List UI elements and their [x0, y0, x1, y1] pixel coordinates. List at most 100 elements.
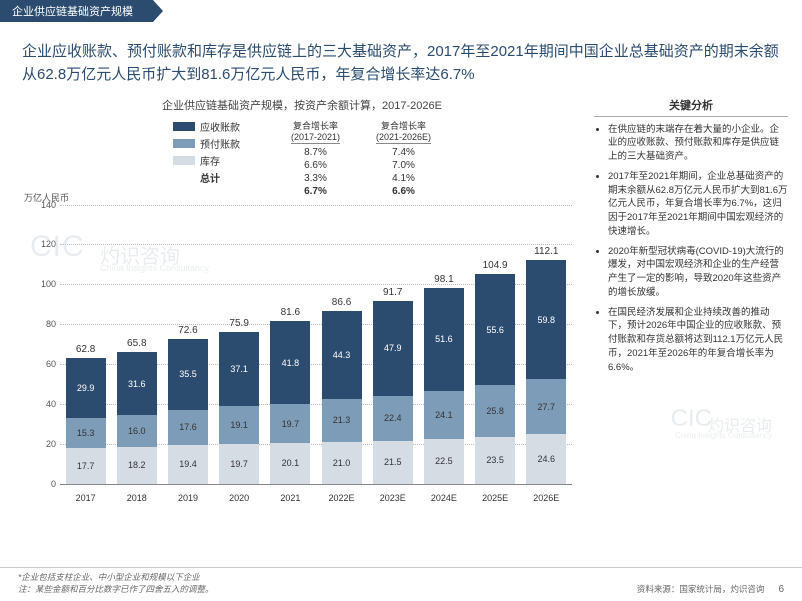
bar-total-label: 104.9 [475, 260, 515, 271]
bar-group: 21.021.344.386.6 [322, 311, 362, 484]
bar-segment-inventory: 24.6 [526, 434, 566, 483]
bar-segment-inventory: 19.7 [219, 444, 259, 483]
bar-segment-receivables: 47.9 [373, 301, 413, 396]
legend-label: 预付账款 [200, 136, 240, 151]
cagr-header: 复合增长率(2017-2021) [291, 119, 340, 144]
chart-title: 企业供应链基础资产规模，按资产余额计算，2017-2026E [22, 97, 582, 113]
x-tick-label: 2021 [270, 493, 310, 503]
analysis-bullet: 2020年新型冠状病毒(COVID-19)大流行的爆发，对中国宏观经济和企业的生… [608, 245, 788, 300]
cagr-col-1: 复合增长率(2017-2021) 8.7% 6.6% 3.3% 6.7% [291, 119, 340, 197]
bar-group: 17.715.329.962.8 [66, 358, 106, 483]
cagr-value: 8.7% [291, 147, 340, 158]
analysis-bullet: 2017年至2021年期间，企业总基础资产的期末余额从62.8万亿元人民币扩大到… [608, 170, 788, 239]
body-wrap: 企业供应链基础资产规模，按资产余额计算，2017-2026E 应收账款预付账款库… [0, 97, 802, 505]
bar-total-label: 65.8 [117, 338, 157, 349]
cagr-value: 4.1% [376, 173, 431, 184]
bar-group: 19.719.137.175.9 [219, 332, 259, 483]
y-tick-label: 40 [32, 399, 56, 409]
bar-segment-receivables: 51.6 [424, 288, 464, 391]
x-tick-label: 2019 [168, 493, 208, 503]
header-tab: 企业供应链基础资产规模 [0, 0, 153, 22]
legend-swatch [173, 122, 195, 131]
x-tick-label: 2025E [475, 493, 515, 503]
bar-segment-prepaid: 27.7 [526, 379, 566, 434]
footer-notes: *企业包括支柱企业、中小型企业和规模以下企业 注：某些金额和百分比数字已作了四舍… [18, 571, 214, 595]
cagr-total: 6.7% [291, 186, 340, 197]
y-tick-label: 20 [32, 439, 56, 449]
bar-group: 21.522.447.991.7 [373, 301, 413, 484]
legend-row: 库存 [173, 153, 255, 168]
legend-label: 库存 [200, 153, 220, 168]
bar-segment-receivables: 31.6 [117, 352, 157, 415]
bar-total-label: 62.8 [66, 344, 106, 355]
bar-total-label: 75.9 [219, 318, 259, 329]
bar-group: 22.524.151.698.1 [424, 288, 464, 484]
source-label: 资料来源：国家统计局，灼识咨询 [637, 583, 765, 595]
bar-group: 23.525.855.6104.9 [475, 274, 515, 483]
bar-segment-inventory: 21.0 [322, 442, 362, 484]
x-tick-label: 2024E [424, 493, 464, 503]
legend-swatch-empty [173, 173, 195, 182]
bar-segment-receivables: 37.1 [219, 332, 259, 406]
footnote-2: 注：某些金额和百分比数字已作了四舍五入的调整。 [18, 583, 214, 595]
bar-total-label: 86.6 [322, 297, 362, 308]
legend-items: 应收账款预付账款库存总计 [173, 119, 255, 197]
y-tick-label: 100 [32, 279, 56, 289]
bar-segment-inventory: 20.1 [270, 443, 310, 483]
bar-segment-inventory: 18.2 [117, 447, 157, 483]
bar-total-label: 98.1 [424, 274, 464, 285]
bar-segment-prepaid: 22.4 [373, 396, 413, 441]
x-axis-line [60, 484, 572, 485]
bar-total-label: 91.7 [373, 287, 413, 298]
bar-total-label: 112.1 [526, 246, 566, 257]
x-tick-label: 2023E [373, 493, 413, 503]
legend-box: 应收账款预付账款库存总计 复合增长率(2017-2021) 8.7% 6.6% 3.3… [22, 119, 582, 197]
bar-segment-receivables: 59.8 [526, 260, 566, 379]
cagr-col-2: 复合增长率(2021-2026E)7.4%7.0%4.1%6.6% [376, 119, 431, 197]
x-tick-label: 2022E [322, 493, 362, 503]
legend-total-row: 总计 [173, 170, 255, 185]
x-tick-label: 2026E [526, 493, 566, 503]
x-tick-label: 2020 [219, 493, 259, 503]
legend-total-label: 总计 [200, 170, 220, 185]
bar-segment-receivables: 41.8 [270, 321, 310, 404]
cagr-value: 6.6% [291, 160, 340, 171]
bar-total-label: 72.6 [168, 325, 208, 336]
bar-group: 18.216.031.665.8 [117, 352, 157, 483]
bar-group: 19.417.635.572.6 [168, 339, 208, 483]
bar-segment-receivables: 44.3 [322, 311, 362, 399]
y-tick-label: 80 [32, 319, 56, 329]
page-number: 6 [778, 584, 784, 595]
bar-segment-inventory: 19.4 [168, 445, 208, 484]
y-tick-label: 120 [32, 239, 56, 249]
analysis-pane: 关键分析 在供应链的末端存在着大量的小企业。企业的应收账款、预付账款和库存是供应… [582, 97, 788, 505]
bar-segment-prepaid: 19.7 [270, 404, 310, 443]
cagr-value: 3.3% [291, 173, 340, 184]
cagr-header: 复合增长率(2021-2026E) [376, 119, 431, 144]
bar-segment-receivables: 35.5 [168, 339, 208, 410]
analysis-bullet: 在国民经济发展和企业持续改善的推动下，预计2026年中国企业的应收账款、预付账款… [608, 306, 788, 375]
cagr-value: 7.4% [376, 147, 431, 158]
x-tick-label: 2018 [117, 493, 157, 503]
bar-segment-prepaid: 25.8 [475, 385, 515, 436]
analysis-title: 关键分析 [594, 97, 788, 117]
bars-container: 17.715.329.962.8 18.216.031.665.8 19.417.6… [60, 205, 572, 484]
bar-segment-prepaid: 19.1 [219, 406, 259, 444]
bar-segment-receivables: 29.9 [66, 358, 106, 418]
footer-right: 资料来源：国家统计局，灼识咨询 6 [637, 583, 784, 595]
y-tick-label: 60 [32, 359, 56, 369]
cagr-value: 7.0% [376, 160, 431, 171]
bar-group: 20.119.741.881.6 [270, 321, 310, 484]
bar-segment-prepaid: 24.1 [424, 391, 464, 439]
legend-swatch [173, 139, 195, 148]
y-tick-label: 140 [32, 200, 56, 210]
bar-segment-inventory: 23.5 [475, 437, 515, 484]
bar-segment-inventory: 22.5 [424, 439, 464, 484]
plot-area: 万亿人民币 020406080100120140 17.715.329.962.… [32, 205, 572, 505]
legend-row: 预付账款 [173, 136, 255, 151]
bar-group: 24.627.759.8112.1 [526, 260, 566, 483]
x-tick-label: 2017 [66, 493, 106, 503]
legend-row: 应收账款 [173, 119, 255, 134]
headline-text: 企业应收账款、预付账款和库存是供应链上的三大基础资产，2017年至2021年期间… [0, 26, 802, 97]
analysis-list: 在供应链的末端存在着大量的小企业。企业的应收账款、预付账款和库存是供应链上的三大… [594, 123, 788, 375]
